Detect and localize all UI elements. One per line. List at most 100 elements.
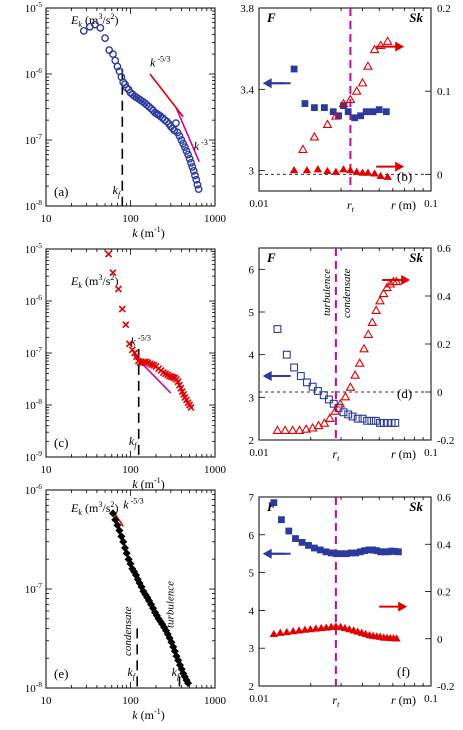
data-point	[381, 548, 388, 556]
data-point	[329, 108, 337, 116]
data-point	[378, 288, 389, 298]
data-point	[371, 305, 382, 314]
slope-annotation: k -3	[194, 138, 208, 153]
data-point	[340, 102, 347, 109]
y-tick-label: 10-8	[25, 680, 42, 695]
y-right-tick-label: -0.2	[437, 435, 454, 447]
data-point	[122, 321, 130, 329]
data-point	[122, 549, 131, 558]
rt-label: rt	[332, 447, 340, 463]
y-tick-label: 10-9	[25, 449, 42, 464]
data-point	[363, 329, 374, 338]
data-point	[278, 516, 285, 524]
x-axis-label: r (m)	[391, 447, 416, 461]
data-point	[287, 425, 298, 434]
data-point	[282, 350, 291, 359]
y-left-tick-label: 3	[249, 643, 255, 655]
data-point	[371, 416, 380, 425]
data-point	[185, 154, 194, 163]
data-point	[369, 546, 377, 554]
data-point	[91, 20, 99, 29]
data-point	[191, 171, 199, 180]
data-point	[350, 370, 361, 379]
data-point	[109, 269, 117, 277]
y-axis-label: Ek (m3/s2)	[70, 500, 118, 517]
data-point	[118, 305, 126, 313]
data-point	[146, 360, 154, 368]
right-axis-title: Sk	[409, 10, 423, 25]
panel-c: 10 100 1000 10-9 10-8 10-7 10-6 10-5 k (m-1) Ek (…	[25, 241, 227, 491]
slope-annotation: k -5/3	[123, 497, 144, 512]
x-tick-label: 0.01	[249, 198, 268, 210]
data-point	[352, 167, 361, 175]
data-point	[329, 399, 338, 408]
data-point	[352, 549, 360, 557]
data-point	[104, 250, 113, 258]
data-point	[79, 26, 88, 35]
data-point	[357, 77, 368, 87]
arrow-head	[262, 371, 272, 381]
data-point	[270, 499, 278, 507]
y-right-tick-label: 0	[437, 387, 443, 399]
arrow-head	[398, 601, 408, 612]
data-point	[339, 408, 348, 417]
data-point	[375, 40, 386, 49]
left-axis-title: F	[266, 250, 276, 265]
data-point	[276, 628, 285, 636]
data-point	[369, 44, 380, 54]
plot-frame	[45, 7, 216, 207]
data-point	[313, 165, 323, 173]
data-point	[133, 353, 141, 361]
y-right-tick-label: 0.2	[437, 339, 451, 351]
kf-label: kf	[172, 665, 181, 681]
data-point	[330, 111, 341, 120]
data-point	[320, 104, 328, 112]
x-tick-label: 1000	[204, 695, 227, 707]
arrow-head	[395, 161, 405, 172]
kf-label: kf	[113, 183, 122, 199]
panel-b: 0.01 0.1 3 3.4 3.8 0 0.1 0.2 F Sk rt r (m) (b)	[240, 3, 451, 214]
data-point	[375, 295, 385, 305]
x-tick-label: 10	[41, 464, 53, 476]
x-tick-label: 0.01	[249, 693, 268, 705]
data-point	[184, 679, 193, 688]
panel-label: (f)	[397, 664, 410, 679]
data-point	[323, 166, 332, 175]
data-point	[177, 136, 186, 144]
panel-f: 0.01 0.1 2 3 4 5 6 7 -0.2 0 0.2 0.4 0.6 F Sk rt r (m) (f)	[249, 492, 455, 709]
y-left-tick-label: 6	[249, 264, 255, 276]
data-point	[384, 548, 392, 556]
data-point	[269, 629, 279, 638]
data-point	[319, 418, 330, 427]
data-point	[113, 62, 122, 71]
data-point	[388, 547, 395, 555]
panel-d: 0.01 0.1 2 3 4 5 6 -0.2 0 0.2 0.4 0.6 F Sk rt r (m) turb…	[249, 243, 455, 463]
data-point	[345, 382, 356, 391]
y-right-tick-label: 0.6	[437, 243, 451, 255]
y-left-tick-label: 2	[249, 435, 255, 447]
y-right-tick-label: 0.4	[437, 539, 451, 551]
y-right-tick-label: 0.4	[437, 291, 451, 303]
data-point	[289, 166, 299, 174]
data-point	[353, 414, 362, 423]
data-point	[319, 391, 328, 400]
data-point	[288, 626, 298, 635]
data-point	[294, 626, 304, 634]
data-point	[184, 150, 192, 159]
data-point	[362, 108, 370, 116]
kf-label: kf	[127, 665, 136, 681]
data-point	[370, 169, 379, 177]
data-point	[280, 425, 291, 434]
data-point	[175, 132, 184, 140]
region-label-condensate: condensate	[122, 606, 134, 656]
arrow-head	[262, 78, 272, 89]
panel-label: (c)	[54, 435, 68, 450]
data-point	[358, 168, 367, 176]
data-point	[172, 119, 180, 128]
x-tick-label: 10	[41, 213, 53, 225]
y-tick-label: 10-7	[25, 345, 42, 360]
panel-label: (a)	[54, 184, 68, 199]
data-point	[365, 546, 373, 554]
right-axis-title: Sk	[409, 250, 423, 265]
y-tick-label: 10-8	[25, 198, 42, 213]
